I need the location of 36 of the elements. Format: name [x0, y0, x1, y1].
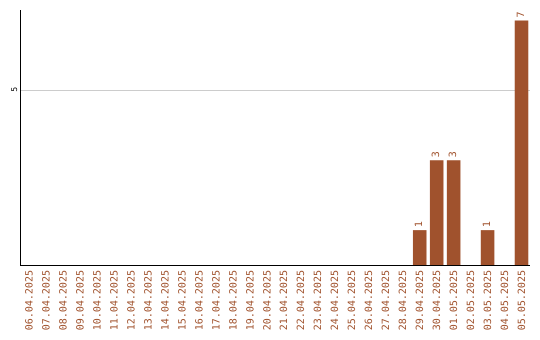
x-tick-label: 03.05.2025 [482, 270, 494, 330]
x-tick-label: 22.04.2025 [296, 270, 308, 330]
x-tick-label: 17.04.2025 [211, 270, 222, 330]
x-tick-label: 08.04.2025 [58, 270, 70, 330]
x-tick-label: 04.05.2025 [500, 270, 511, 330]
x-tick-label: 14.04.2025 [160, 270, 172, 330]
x-tick-label: 25.04.2025 [347, 270, 358, 330]
data-label: 3 [431, 151, 442, 158]
x-tick-label: 12.04.2025 [126, 270, 138, 330]
x-tick-label: 30.04.2025 [432, 270, 443, 330]
x-tick-label: 07.04.2025 [42, 270, 53, 330]
x-tick-label: 29.04.2025 [414, 270, 426, 330]
x-tick-label: 19.04.2025 [245, 270, 256, 330]
x-tick-label: 23.04.2025 [313, 270, 324, 330]
x-tick-label: 24.04.2025 [330, 270, 342, 330]
data-label: 7 [516, 11, 528, 18]
x-tick-label: 28.04.2025 [398, 270, 409, 330]
x-tick-label: 11.04.2025 [110, 270, 121, 330]
x-tick-label: 10.04.2025 [92, 270, 104, 330]
y-tick-label: 5 [10, 86, 19, 92]
x-tick-label: 06.04.2025 [24, 270, 36, 330]
x-tick-label: 16.04.2025 [194, 270, 206, 330]
x-tick-label: 02.05.2025 [466, 270, 477, 330]
x-tick-label: 21.04.2025 [279, 270, 290, 330]
x-tick-label: 01.05.2025 [448, 270, 460, 330]
x-tick-label: 13.04.2025 [144, 270, 154, 330]
x-tick-label: 15.04.2025 [177, 270, 188, 330]
x-tick-label: 20.04.2025 [262, 270, 274, 330]
x-tick-label: 26.04.2025 [364, 270, 376, 330]
data-label: 1 [482, 221, 494, 228]
x-tick-label: 09.04.2025 [76, 270, 87, 330]
data-label: 1 [414, 221, 426, 228]
x-tick-label: 05.05.2025 [516, 270, 528, 330]
x-tick-label: 27.04.2025 [381, 270, 392, 330]
data-label: 3 [448, 151, 460, 158]
x-tick-label: 18.04.2025 [228, 270, 240, 330]
